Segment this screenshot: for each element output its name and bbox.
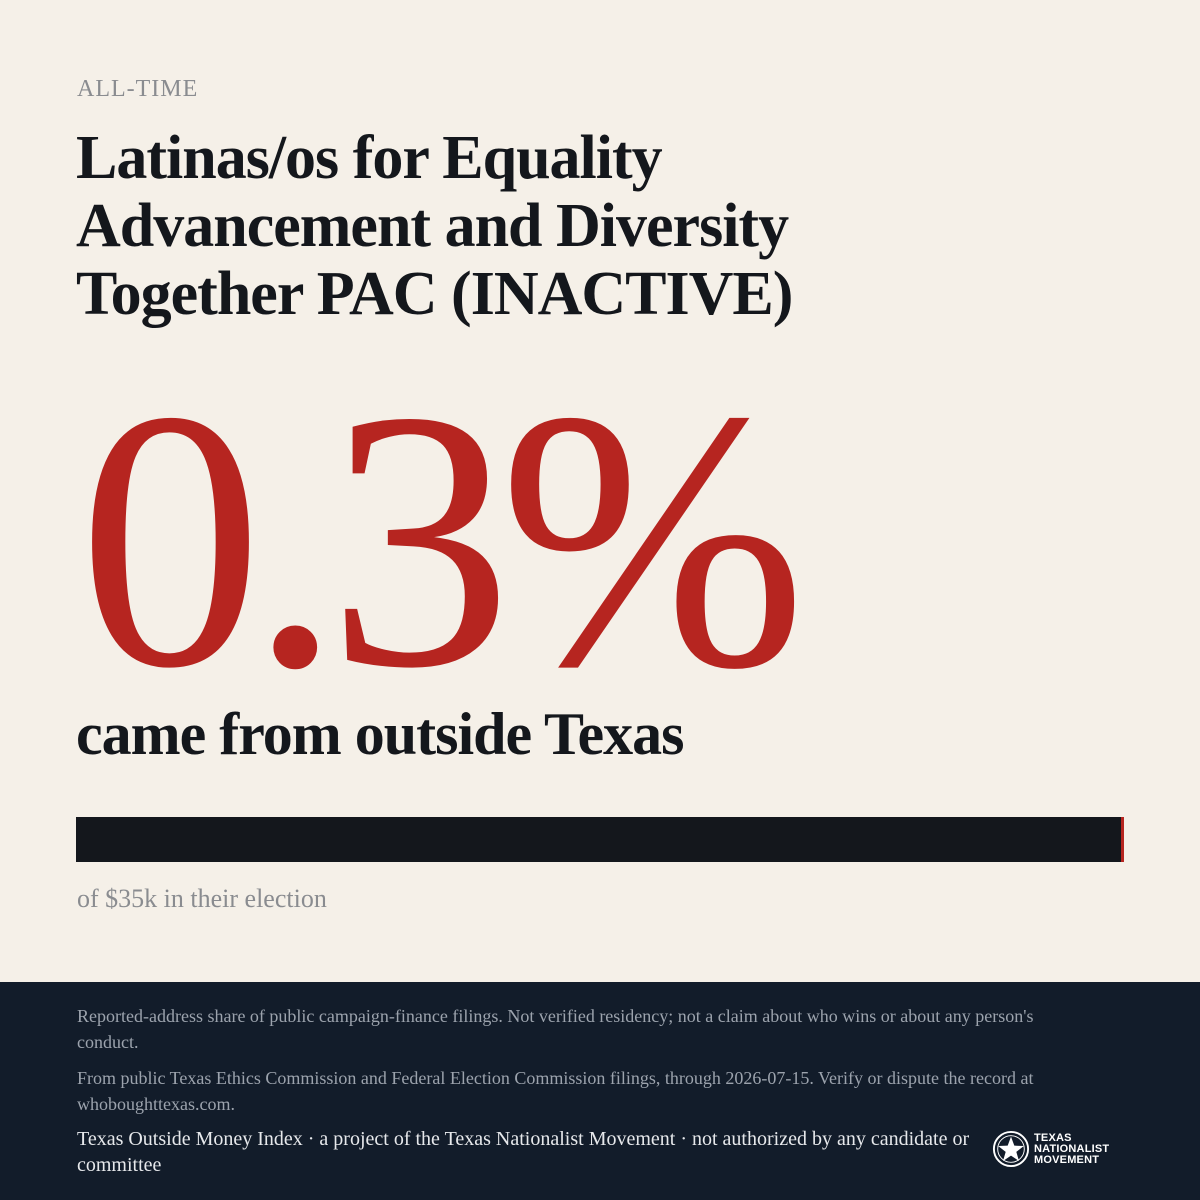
outside-share-bar-fill xyxy=(1121,817,1124,862)
total-raised-caption: of $35k in their election xyxy=(77,884,327,913)
star-seal-icon xyxy=(992,1130,1030,1168)
outside-share-bar xyxy=(76,817,1124,862)
tnm-logo: TEXAS NATIONALIST MOVEMENT xyxy=(992,1130,1109,1168)
logo-line-3: MOVEMENT xyxy=(1034,1153,1100,1166)
logo-line-2: NATIONALIST xyxy=(1034,1142,1110,1155)
logo-line-1: TEXAS xyxy=(1034,1131,1072,1144)
outside-share-percent: 0.3% xyxy=(78,335,807,745)
footer-credit: Texas Outside Money Index · a project of… xyxy=(77,1128,970,1176)
period-label: ALL-TIME xyxy=(77,76,199,102)
footer-sources: From public Texas Ethics Commission and … xyxy=(77,1068,1034,1114)
outside-share-caption: came from outside Texas xyxy=(76,701,685,767)
footer xyxy=(0,982,1200,1200)
committee-name: Latinas/os for Equality Advancement and … xyxy=(76,124,793,328)
footer-disclaimer: Reported-address share of public campaig… xyxy=(77,1006,1034,1052)
